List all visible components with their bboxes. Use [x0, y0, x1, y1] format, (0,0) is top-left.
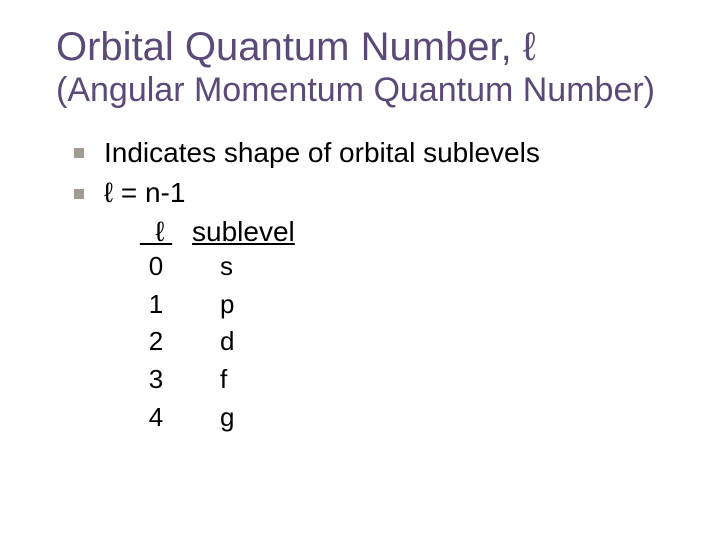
table-row: 2 d — [120, 323, 664, 361]
table-header-sublevel: sublevel — [192, 216, 295, 248]
sublevel-table: ℓ sublevel 0 s 1 p 2 d 3 f 4 g — [72, 216, 664, 436]
table-row: 3 f — [120, 361, 664, 399]
slide-title-main: Orbital Quantum Number, ℓ — [56, 24, 664, 70]
table-cell-l: 4 — [120, 399, 192, 437]
table-cell-sublevel: d — [192, 323, 234, 361]
slide-title-sub: (Angular Momentum Quantum Number) — [56, 70, 664, 111]
table-row: 0 s — [120, 248, 664, 286]
table-header-row: ℓ sublevel — [120, 216, 664, 248]
table-cell-sublevel: s — [192, 248, 233, 286]
slide: Orbital Quantum Number, ℓ (Angular Momen… — [0, 0, 720, 540]
title-block: Orbital Quantum Number, ℓ (Angular Momen… — [56, 24, 664, 111]
bullet-text: ℓ = n-1 — [104, 177, 185, 208]
bullet-item: ℓ = n-1 — [72, 173, 664, 214]
table-header-l: ℓ — [120, 216, 192, 248]
bullet-list: Indicates shape of orbital sublevels ℓ =… — [72, 133, 664, 214]
slide-body: Indicates shape of orbital sublevels ℓ =… — [56, 133, 664, 437]
table-cell-l: 0 — [120, 248, 192, 286]
table-row: 1 p — [120, 286, 664, 324]
table-cell-l: 2 — [120, 323, 192, 361]
table-cell-sublevel: g — [192, 399, 234, 437]
table-cell-sublevel: f — [192, 361, 227, 399]
bullet-item: Indicates shape of orbital sublevels — [72, 133, 664, 174]
table-cell-l: 1 — [120, 286, 192, 324]
table-cell-l: 3 — [120, 361, 192, 399]
table-row: 4 g — [120, 399, 664, 437]
bullet-text: Indicates shape of orbital sublevels — [104, 137, 540, 168]
table-cell-sublevel: p — [192, 286, 234, 324]
